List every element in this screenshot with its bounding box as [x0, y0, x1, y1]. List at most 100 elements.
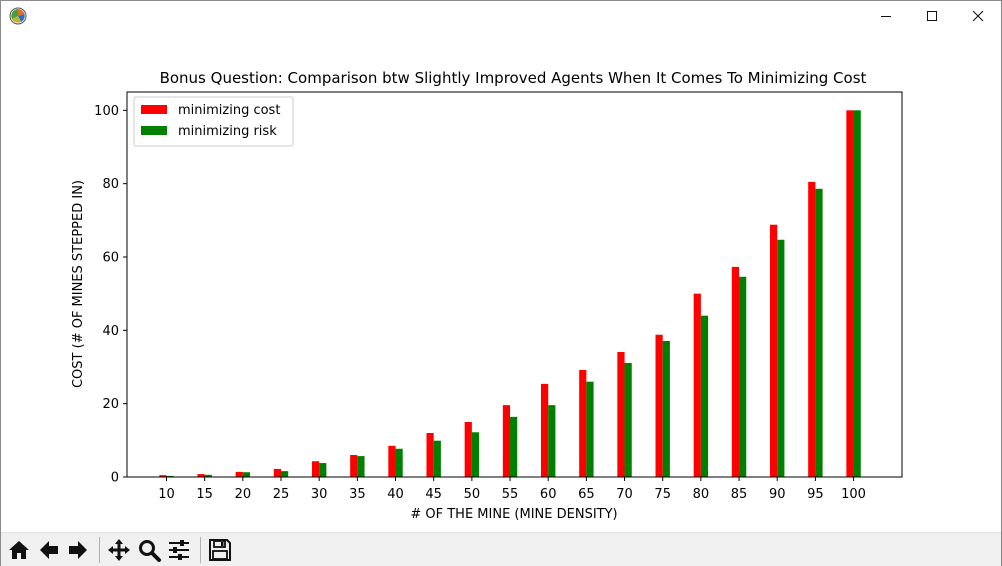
bar-minimizing-cost-85	[731, 266, 740, 477]
y-tick-label: 20	[102, 397, 119, 412]
axes-frame	[126, 91, 903, 478]
legend: minimizing cost minimizing risk	[133, 96, 294, 147]
x-tick-label: 60	[540, 487, 557, 502]
zoom-icon	[139, 540, 161, 562]
save-icon	[209, 539, 231, 561]
chart-title: Bonus Question: Comparison btw Slightly …	[160, 69, 867, 87]
x-tick-label: 65	[578, 487, 595, 502]
legend-swatch-minimizing-risk	[141, 126, 167, 135]
toolbar-separator	[99, 537, 100, 563]
toolbar-separator	[200, 537, 201, 563]
bar-minimizing-cost-45	[426, 433, 434, 477]
minimize-button[interactable]	[863, 1, 909, 31]
bar-minimizing-risk-65	[586, 381, 594, 477]
back-button[interactable]	[35, 536, 63, 564]
x-tick-label: 20	[235, 487, 252, 502]
x-ticks: 10 15 20 25 30 35 40 45 50 55 60 65 70 75 80 85 90 95 100	[158, 477, 866, 502]
figure-canvas[interactable]: Bonus Question: Comparison btw Slightly …	[1, 31, 1001, 531]
bar-minimizing-cost-80	[693, 293, 701, 477]
y-axis-label: COST (# OF MINES STEPPED IN)	[71, 180, 86, 388]
bar-minimizing-risk-30	[319, 463, 327, 477]
bar-minimizing-cost-20	[235, 471, 243, 477]
x-tick-label: 80	[693, 487, 710, 502]
navigation-toolbar	[1, 532, 1001, 566]
back-arrow-icon	[40, 541, 58, 559]
x-tick-label: 100	[841, 487, 866, 502]
bar-minimizing-cost-10	[159, 475, 167, 477]
bar-minimizing-risk-25	[281, 471, 289, 477]
x-tick-label: 40	[387, 487, 404, 502]
close-icon	[972, 10, 984, 22]
bars-group	[159, 110, 861, 478]
bar-minimizing-risk-95	[815, 188, 823, 478]
x-tick-label: 10	[158, 487, 175, 502]
x-tick-label: 95	[807, 487, 824, 502]
home-icon	[9, 541, 29, 559]
x-tick-label: 50	[464, 487, 481, 502]
x-tick-label: 15	[196, 487, 213, 502]
x-axis-label: # OF THE MINE (MINE DENSITY)	[410, 507, 617, 522]
y-tick-label: 40	[102, 324, 119, 339]
bar-minimizing-cost-30	[311, 461, 320, 477]
x-tick-label: 85	[731, 487, 748, 502]
bar-minimizing-cost-75	[655, 334, 663, 477]
bar-minimizing-risk-75	[662, 340, 670, 477]
x-tick-label: 45	[425, 487, 442, 502]
legend-label-minimizing-risk: minimizing risk	[178, 124, 277, 139]
bar-minimizing-cost-65	[579, 369, 587, 477]
x-tick-label: 70	[616, 487, 633, 502]
bar-minimizing-cost-70	[617, 351, 625, 477]
bar-minimizing-cost-100	[846, 110, 854, 477]
bar-minimizing-risk-80	[700, 315, 709, 477]
x-tick-label: 90	[769, 487, 786, 502]
bar-minimizing-risk-35	[357, 456, 365, 477]
y-ticks: 0 20 40 60 80 100	[94, 104, 127, 486]
home-button[interactable]	[5, 536, 33, 564]
bar-minimizing-cost-35	[350, 455, 358, 477]
x-tick-label: 35	[349, 487, 366, 502]
matplotlib-icon	[9, 7, 27, 25]
y-tick-label: 60	[102, 251, 119, 266]
x-tick-label: 75	[654, 487, 671, 502]
bar-minimizing-risk-40	[395, 448, 403, 477]
bar-minimizing-cost-50	[464, 422, 472, 477]
bar-minimizing-risk-20	[242, 472, 251, 477]
configure-subplots-icon	[169, 540, 189, 560]
x-tick-label: 30	[311, 487, 328, 502]
save-button[interactable]	[206, 536, 234, 564]
bar-minimizing-risk-85	[739, 276, 747, 477]
bar-minimizing-risk-10	[166, 475, 174, 477]
forward-arrow-icon	[69, 541, 87, 559]
bar-minimizing-cost-15	[197, 474, 205, 477]
bar-minimizing-risk-15	[204, 474, 212, 477]
bar-minimizing-risk-70	[624, 362, 632, 477]
configure-subplots-button[interactable]	[165, 536, 193, 564]
bar-minimizing-cost-55	[502, 405, 511, 477]
x-tick-label: 55	[502, 487, 519, 502]
pan-button[interactable]	[105, 536, 133, 564]
bar-minimizing-risk-60	[548, 405, 556, 477]
x-tick-label: 25	[273, 487, 290, 502]
maximize-button[interactable]	[909, 1, 955, 31]
bar-minimizing-cost-25	[273, 468, 282, 477]
close-button[interactable]	[955, 1, 1001, 31]
bar-minimizing-cost-95	[808, 181, 816, 477]
bar-chart: Bonus Question: Comparison btw Slightly …	[71, 69, 903, 522]
bar-minimizing-cost-90	[770, 224, 778, 477]
bar-minimizing-cost-40	[388, 445, 396, 477]
legend-label-minimizing-cost: minimizing cost	[178, 103, 280, 118]
forward-button[interactable]	[64, 536, 92, 564]
legend-box	[133, 96, 294, 147]
y-tick-label: 100	[94, 104, 119, 119]
bar-minimizing-cost-60	[541, 383, 549, 477]
bar-minimizing-risk-50	[471, 432, 480, 477]
y-tick-label: 0	[111, 471, 119, 486]
bar-minimizing-risk-100	[853, 110, 861, 477]
maximize-icon	[927, 11, 937, 21]
bar-minimizing-risk-45	[433, 440, 441, 477]
pan-icon	[108, 539, 130, 561]
zoom-button[interactable]	[135, 536, 163, 564]
bar-minimizing-risk-55	[510, 416, 518, 477]
title-bar[interactable]	[1, 1, 1001, 31]
